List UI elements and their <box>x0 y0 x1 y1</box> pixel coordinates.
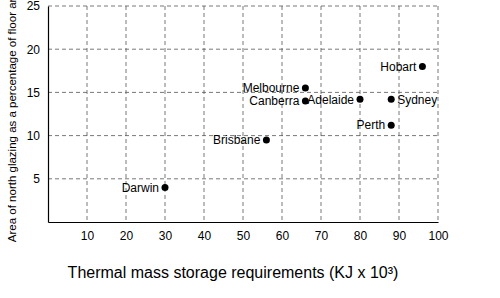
x-tick: 50 <box>237 222 251 243</box>
y-tick-label: 25 <box>27 0 41 13</box>
point <box>263 136 270 143</box>
x-axis-line <box>49 222 439 223</box>
x-tick: 100 <box>428 222 448 243</box>
x-tick-label: 60 <box>276 229 290 243</box>
x-grid-line <box>321 6 322 222</box>
point <box>357 96 364 103</box>
x-tick: 80 <box>354 222 368 243</box>
point-label: Hobart <box>380 60 417 74</box>
y-tick-label: 10 <box>27 129 41 143</box>
point <box>388 96 395 103</box>
point-label: Melbourne <box>243 81 300 95</box>
y-tick-label: 5 <box>33 172 40 186</box>
x-tick: 70 <box>315 222 329 243</box>
y-tick: 5 <box>33 172 48 186</box>
y-grid-line <box>48 6 438 7</box>
y-grid-line <box>48 49 438 50</box>
x-tick-label: 10 <box>81 229 95 243</box>
x-grid-line <box>360 6 361 222</box>
x-tick-label: 70 <box>315 229 329 243</box>
x-tick: 20 <box>120 222 134 243</box>
point-label: Darwin <box>122 181 159 195</box>
x-tick: 10 <box>81 222 95 243</box>
x-grid-line <box>282 6 283 222</box>
point-label: Perth <box>357 118 386 132</box>
x-grid-line <box>438 6 439 222</box>
x-grid-line <box>243 6 244 222</box>
x-tick-label: 80 <box>354 229 368 243</box>
point-label: Adelaide <box>307 93 354 107</box>
point-labels: Darwin Brisbane MelbourneCanberra Adelaide S… <box>122 60 438 195</box>
x-axis-title: Thermal mass storage requirements (KJ x … <box>68 264 399 281</box>
point <box>302 85 309 92</box>
point-label: Canberra <box>249 94 299 108</box>
x-grid-line <box>399 6 400 222</box>
x-grid-line <box>204 6 205 222</box>
x-grid-line <box>87 6 88 222</box>
x-tick: 30 <box>159 222 173 243</box>
y-tick: 10 <box>27 129 48 143</box>
chart: 10 20 30 40 50 60 70 80 90 100 5 10 15 20 25 Darwin Bris… <box>0 0 500 298</box>
y-axis: 5 10 15 20 25 <box>27 0 49 223</box>
y-grid-line <box>48 178 438 179</box>
plot-area: 10 20 30 40 50 60 70 80 90 100 5 10 15 20 25 Darwin Bris… <box>27 0 449 243</box>
y-axis-line <box>48 7 49 223</box>
point-label: Brisbane <box>213 133 261 147</box>
y-tick: 20 <box>27 43 48 57</box>
point-label: Sydney <box>397 93 437 107</box>
y-tick-label: 15 <box>27 86 41 100</box>
y-tick-label: 20 <box>27 43 41 57</box>
y-tick: 15 <box>27 86 48 100</box>
x-tick-label: 30 <box>159 229 173 243</box>
x-tick: 90 <box>393 222 407 243</box>
x-tick-label: 50 <box>237 229 251 243</box>
point <box>162 184 169 191</box>
point <box>388 122 395 129</box>
x-tick-label: 40 <box>198 229 212 243</box>
x-tick: 40 <box>198 222 212 243</box>
points <box>162 63 426 191</box>
point <box>419 63 426 70</box>
y-tick: 25 <box>27 0 48 13</box>
y-axis-title: Area of north glazing as a percentage of… <box>6 0 18 242</box>
x-tick-label: 100 <box>428 229 448 243</box>
x-axis: 10 20 30 40 50 60 70 80 90 100 <box>49 222 449 243</box>
x-tick: 60 <box>276 222 290 243</box>
grid <box>48 6 438 222</box>
x-tick-label: 20 <box>120 229 134 243</box>
x-tick-label: 90 <box>393 229 407 243</box>
